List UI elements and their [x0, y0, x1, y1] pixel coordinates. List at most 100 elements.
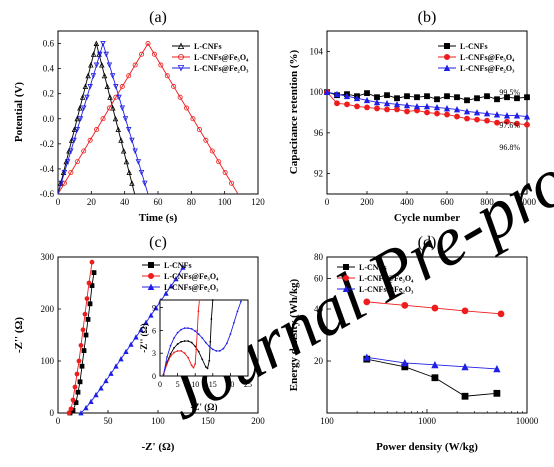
legend-entry: L-CNFs@Fe₂O₃	[460, 64, 515, 73]
y-tick-label: 0.0	[43, 114, 55, 124]
legend-entry: L-CNFs@Fe₃O₄	[164, 272, 219, 281]
inset-series-line	[163, 299, 214, 375]
data-point	[61, 170, 68, 176]
data-point	[444, 111, 450, 118]
data-point	[89, 259, 95, 265]
data-point	[363, 353, 371, 361]
data-point	[493, 365, 501, 373]
y-tick-label: 96	[314, 128, 324, 138]
inset-data-point	[204, 365, 207, 368]
inset-data-point	[210, 318, 213, 320]
data-point	[72, 384, 78, 390]
x-tick-label: 100	[151, 416, 165, 426]
data-point	[85, 316, 91, 322]
data-point	[364, 104, 370, 111]
data-point	[79, 94, 86, 100]
y-tick-label: 0.6	[43, 39, 55, 49]
data-point	[81, 348, 87, 354]
inset-data-point	[211, 299, 214, 301]
inset-data-point	[173, 346, 175, 349]
data-point	[74, 371, 80, 377]
data-point	[138, 170, 145, 176]
data-point	[433, 104, 441, 111]
plot-frame	[326, 30, 528, 195]
data-point	[384, 92, 390, 99]
data-point	[190, 116, 196, 122]
data-point	[151, 51, 157, 57]
data-point	[461, 392, 469, 400]
inset-data-point	[190, 364, 193, 367]
data-point	[514, 120, 520, 127]
data-point	[100, 41, 106, 47]
data-point	[106, 105, 112, 111]
data-point	[333, 90, 341, 98]
legend-marker	[342, 274, 349, 281]
data-point	[93, 40, 100, 47]
x-axis-title: -Z' (Ω)	[142, 441, 175, 453]
data-point	[64, 159, 71, 165]
x-tick-label: 10000	[516, 416, 539, 426]
data-point	[108, 370, 114, 376]
inset-data-point	[201, 337, 204, 339]
data-point	[118, 137, 124, 143]
panel-b: (b) 0 200 400 600 800 1000 92 96 100 104 Cycle numb…	[288, 9, 537, 224]
inset-data-point	[229, 333, 232, 336]
data-point	[323, 88, 331, 96]
inset-data-point	[194, 362, 197, 365]
data-point	[464, 97, 470, 104]
inset-data-point	[194, 345, 197, 348]
data-point	[216, 159, 222, 165]
data-point	[454, 113, 460, 120]
data-point	[494, 96, 500, 103]
data-point	[83, 404, 89, 411]
x-tick-label: 20	[226, 380, 234, 389]
x-tick-label: 0	[56, 197, 61, 207]
data-point	[483, 110, 491, 117]
x-axis-title: Power density (W/kg)	[376, 441, 478, 453]
inset-data-point	[180, 340, 183, 343]
inset-data-point	[183, 352, 186, 355]
data-point	[81, 148, 87, 154]
x-tick-label: 10	[191, 380, 199, 389]
data-point	[196, 127, 202, 133]
legend-marker	[177, 54, 184, 61]
data-point	[74, 115, 80, 122]
data-point	[78, 342, 84, 348]
data-point	[461, 307, 469, 315]
legend-marker	[177, 65, 185, 72]
data-point	[90, 51, 97, 57]
data-point	[383, 99, 391, 107]
y-tick-label: -0.2	[40, 139, 54, 149]
data-point	[168, 283, 174, 289]
inset-data-point	[208, 359, 211, 362]
legend-entry: L-CNFs@Fe₃O₄	[460, 53, 515, 62]
data-point	[85, 72, 91, 79]
data-point	[454, 94, 460, 101]
inset-x-title: -Z' (Ω)	[191, 402, 218, 412]
data-point	[434, 96, 440, 103]
data-point	[153, 305, 159, 311]
data-point	[84, 94, 90, 101]
data-point	[71, 126, 78, 133]
data-point	[88, 398, 94, 404]
inset-data-point	[180, 328, 183, 331]
x-tick-label: 25	[244, 380, 252, 389]
data-point	[414, 94, 420, 101]
inset-data-point	[187, 340, 190, 342]
y-axis-title: Potential (V)	[13, 82, 25, 143]
plot-frame	[159, 299, 249, 377]
inset-data-point	[176, 350, 179, 352]
data-point	[104, 83, 111, 90]
data-point	[453, 106, 461, 113]
data-point	[77, 105, 83, 111]
x-tick-label: 600	[440, 197, 454, 207]
inset-data-point	[176, 331, 179, 334]
data-point	[484, 93, 490, 100]
x-axis-title: Cycle number	[394, 212, 460, 224]
inset-data-point	[166, 362, 168, 365]
data-point	[394, 95, 400, 102]
data-point	[513, 112, 521, 119]
y-tick-label: 6	[152, 326, 156, 335]
data-point	[133, 334, 139, 340]
x-tick-label: 20	[87, 197, 97, 207]
